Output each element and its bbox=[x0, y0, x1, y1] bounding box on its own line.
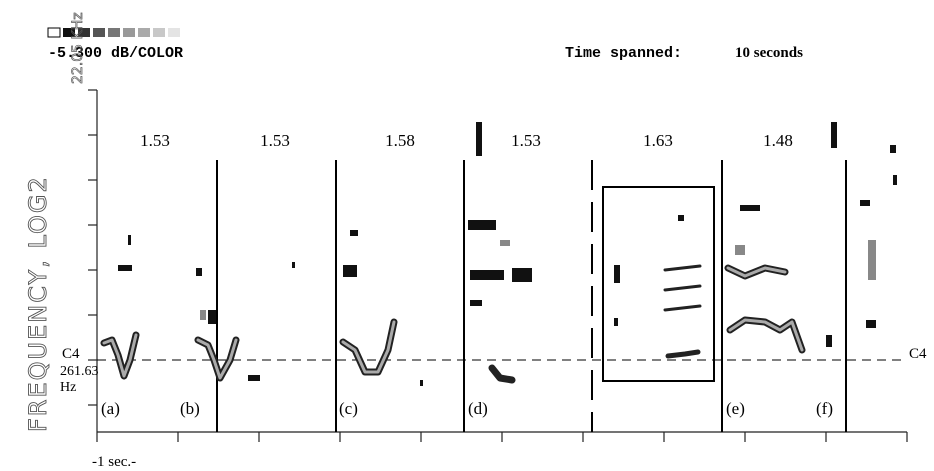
panel-label: (d) bbox=[468, 399, 488, 418]
panel-label: (c) bbox=[339, 399, 358, 418]
freq-unit: Hz bbox=[60, 380, 76, 395]
note-right: C4 bbox=[909, 346, 927, 362]
panel-labels: (a) (b) (c) (d) (e) (f) bbox=[101, 399, 833, 418]
time-label: Time spanned: bbox=[565, 45, 682, 62]
note-left: C4 bbox=[62, 346, 80, 362]
traces bbox=[100, 122, 897, 386]
duration: 1.53 bbox=[511, 131, 541, 150]
time-unit: -1 sec.- bbox=[92, 454, 136, 470]
y-axis-label: FREQUENCY, LOG2 bbox=[24, 175, 52, 432]
duration: 1.58 bbox=[385, 131, 415, 150]
freq-value: 261.63 bbox=[60, 364, 99, 379]
highlight-box bbox=[602, 186, 715, 382]
separators bbox=[97, 160, 907, 432]
panel-label: (e) bbox=[726, 399, 745, 418]
axes bbox=[88, 89, 908, 442]
durations: 1.53 1.53 1.58 1.53 1.63 1.48 bbox=[140, 131, 793, 150]
panel-label: (f) bbox=[816, 399, 833, 418]
duration: 1.48 bbox=[763, 131, 793, 150]
duration: 1.53 bbox=[140, 131, 170, 150]
panel-label: (a) bbox=[101, 399, 120, 418]
duration: 1.53 bbox=[260, 131, 290, 150]
duration: 1.63 bbox=[643, 131, 673, 150]
range-label: 22.05 KHz bbox=[70, 12, 86, 84]
panel-label: (b) bbox=[180, 399, 200, 418]
color-scale: -5.300 dB/COLOR bbox=[48, 45, 183, 62]
time-value: 10 seconds bbox=[735, 45, 803, 61]
color-legend bbox=[47, 27, 180, 38]
